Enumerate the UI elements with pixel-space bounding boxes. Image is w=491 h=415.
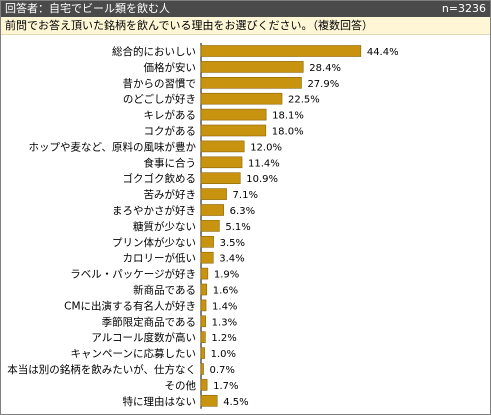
value-label: 44.4% [367, 47, 399, 58]
category-label: 糖質が少ない [133, 220, 196, 233]
bar [200, 140, 245, 153]
category-label: ゴクゴク飲める [123, 172, 197, 185]
category-label: CMに出演する有名人が好き [64, 299, 196, 312]
value-label: 1.0% [211, 349, 236, 360]
sample-size: n=3236 [441, 2, 486, 15]
category-label: プリン体が少ない [112, 236, 196, 249]
value-label: 10.9% [246, 174, 278, 185]
value-label: 1.6% [213, 286, 238, 297]
value-label: 1.9% [214, 270, 239, 281]
bar [200, 156, 243, 169]
bar [200, 188, 227, 200]
value-label: 11.4% [248, 158, 280, 169]
value-label: 12.0% [250, 142, 282, 153]
question-header: 前問でお答え頂いた銘柄を飲んでいる理由をお選びください。（複数回答） [1, 17, 490, 35]
bar [200, 251, 214, 264]
value-label: 1.2% [211, 333, 236, 344]
value-label: 1.4% [212, 301, 237, 312]
category-label: のどごしが好き [123, 93, 196, 106]
bar [200, 236, 214, 248]
question-text: 前問でお答え頂いた銘柄を飲んでいる理由をお選びください。（複数回答） [5, 19, 373, 32]
value-label: 1.7% [213, 381, 238, 392]
category-label: 食事に合う [144, 156, 197, 169]
value-label: 28.4% [309, 63, 341, 74]
category-label: まろやかさが好き [112, 204, 196, 217]
bar [200, 394, 218, 407]
bar [200, 124, 267, 137]
respondent-title: 回答者：自宅でビール類を飲む人 [5, 2, 170, 15]
bar [200, 315, 206, 328]
category-label: ラベル・パッケージが好き [70, 268, 196, 281]
value-label: 27.9% [307, 79, 339, 90]
bar [200, 220, 220, 232]
category-label: 価格が安い [144, 61, 197, 74]
bar [200, 172, 241, 184]
value-label: 5.1% [225, 222, 250, 233]
value-label: 18.1% [272, 111, 304, 122]
category-label: ホップや麦など、原料の風味が豊か [29, 140, 197, 153]
bar [200, 267, 209, 280]
value-label: 18.0% [272, 127, 304, 138]
value-label: 4.5% [223, 397, 248, 408]
category-label: その他 [165, 379, 197, 392]
respondent-header: 回答者：自宅でビール類を飲む人 n=3236 [1, 1, 490, 17]
category-label: 季節限定商品である [102, 315, 196, 328]
category-label: 苦みが好き [144, 188, 197, 201]
category-label: 昔からの習慣で [123, 78, 197, 90]
value-label: 22.5% [288, 95, 320, 106]
category-label: アルコール度数が高い [91, 331, 196, 344]
bar [200, 204, 224, 216]
category-label: 特に理由はない [123, 395, 197, 408]
bar [200, 108, 267, 121]
category-label: コクがある [144, 125, 197, 138]
bar [200, 77, 302, 89]
bar [200, 363, 204, 375]
bar [200, 379, 208, 391]
bar [200, 299, 207, 312]
value-label: 6.3% [230, 206, 255, 217]
category-label: 新商品である [133, 284, 196, 297]
value-label: 7.1% [233, 190, 258, 201]
bar [200, 45, 362, 57]
category-label: キャンペーンに応募したい [71, 347, 196, 360]
value-label: 0.7% [210, 365, 235, 376]
category-label: カロリーが低い [123, 252, 197, 265]
value-label: 1.3% [212, 317, 237, 328]
value-label: 3.5% [220, 238, 245, 249]
category-label: キレがある [144, 109, 197, 122]
value-label: 3.4% [219, 254, 244, 265]
category-label: 総合的においしい [112, 45, 196, 58]
bar [200, 61, 304, 73]
bar [200, 331, 206, 344]
category-label: 本当は別の銘柄を飲みたいが、仕方なく [7, 363, 196, 376]
bar [200, 283, 208, 296]
bar [200, 347, 205, 359]
bar [200, 92, 283, 105]
